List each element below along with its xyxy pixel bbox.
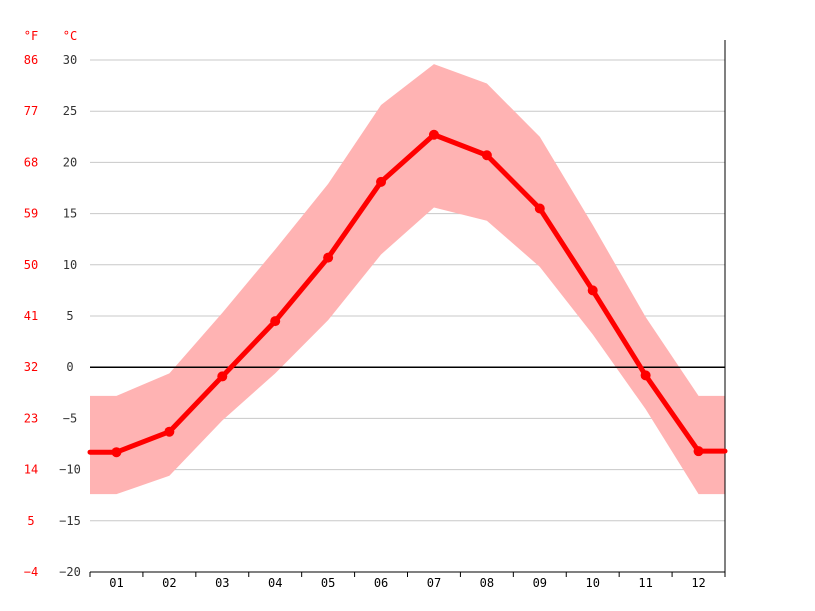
celsius-unit-label: °C [63,29,77,43]
y-tick-fahrenheit: 23 [24,411,38,425]
y-tick-fahrenheit: 50 [24,258,38,272]
temperature-range-band [90,64,725,495]
x-tick-label: 05 [321,576,335,590]
y-tick-fahrenheit: 32 [24,360,38,374]
axes [89,40,726,577]
y-tick-celsius: −20 [59,565,81,579]
fahrenheit-axis-ticks: 86 77 68 59 50 41 32 23 14 5 −4 [24,53,38,579]
x-tick-label: 01 [109,576,123,590]
y-tick-celsius: −15 [59,514,81,528]
y-tick-celsius: 5 [66,309,73,323]
y-tick-fahrenheit: 5 [27,514,34,528]
data-points [111,129,704,458]
data-point [164,426,175,437]
y-tick-celsius: 30 [63,53,77,67]
y-tick-fahrenheit: −4 [24,565,38,579]
x-tick-label: 10 [585,576,599,590]
data-point [428,129,439,140]
fahrenheit-unit-label: °F [24,29,38,43]
mean-temperature-line [87,132,728,455]
y-tick-fahrenheit: 59 [24,207,38,221]
data-point [534,203,545,214]
x-tick-label: 11 [638,576,652,590]
celsius-axis-ticks: 30 25 20 15 10 5 0 −5 −10 −15 −20 [59,53,81,579]
x-tick-label: 06 [374,576,388,590]
x-tick-label: 12 [691,576,705,590]
x-tick-label: 03 [215,576,229,590]
data-point [270,316,281,327]
y-tick-fahrenheit: 86 [24,53,38,67]
data-point [481,150,492,161]
y-tick-celsius: 20 [63,155,77,169]
x-tick-label: 09 [533,576,547,590]
data-point [217,371,228,382]
y-tick-celsius: −5 [63,411,77,425]
y-tick-fahrenheit: 77 [24,104,38,118]
y-tick-celsius: 0 [66,360,73,374]
y-tick-celsius: 25 [63,104,77,118]
data-point [693,446,704,457]
y-tick-fahrenheit: 68 [24,155,38,169]
y-tick-celsius: −10 [59,463,81,477]
data-point [111,447,122,458]
data-point [376,176,387,187]
data-point [587,285,598,296]
x-tick-label: 08 [480,576,494,590]
data-point [640,370,651,381]
y-tick-celsius: 15 [63,207,77,221]
month-axis-ticks: 01 02 03 04 05 06 07 08 09 10 11 12 [109,576,706,590]
x-tick-label: 02 [162,576,176,590]
y-tick-celsius: 10 [63,258,77,272]
y-tick-fahrenheit: 14 [24,463,38,477]
y-tick-fahrenheit: 41 [24,309,38,323]
x-tick-label: 07 [427,576,441,590]
data-point [323,252,334,263]
x-tick-label: 04 [268,576,282,590]
